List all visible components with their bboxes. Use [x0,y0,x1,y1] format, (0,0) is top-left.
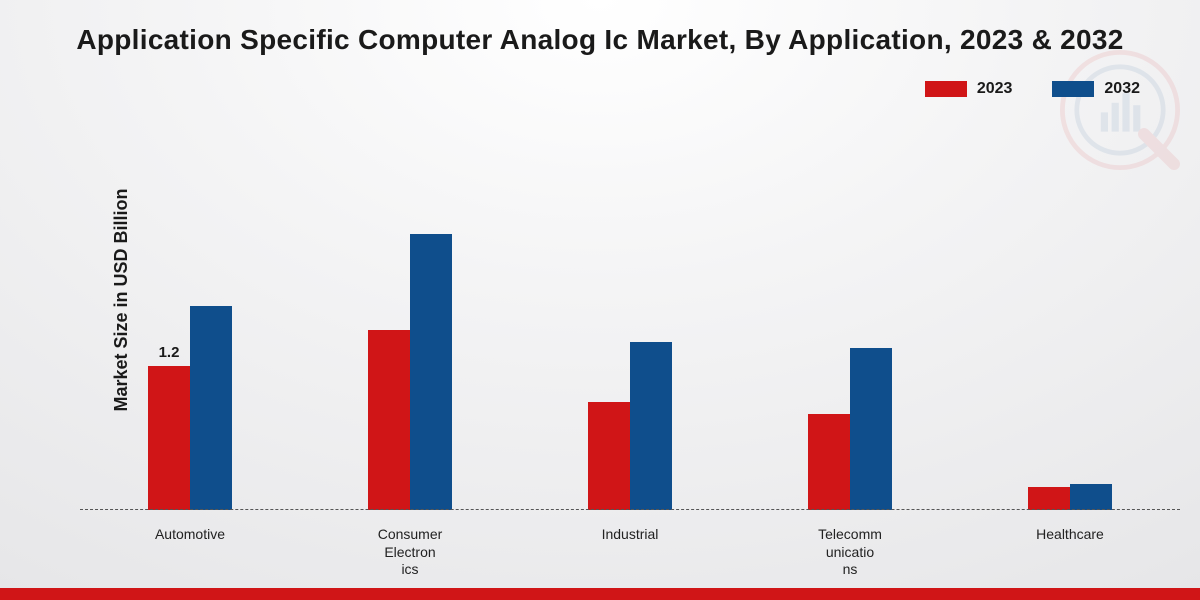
legend-label: 2023 [977,80,1013,98]
x-axis-baseline [80,509,1180,510]
bar [1028,487,1070,510]
legend-swatch-icon [1052,81,1094,97]
bar-value-label: 1.2 [159,344,180,361]
bar-group [751,150,949,510]
bar: 1.2 [148,366,190,510]
bar [850,348,892,510]
x-axis-category-label: Healthcare [971,520,1169,580]
legend-item-2032: 2032 [1052,80,1140,98]
chart-legend: 2023 2032 [925,80,1140,98]
plot-area: 1.2 [80,150,1180,510]
legend-label: 2032 [1104,80,1140,98]
bar [630,342,672,510]
bar-group [531,150,729,510]
x-axis-category-label: Automotive [91,520,289,580]
legend-swatch-icon [925,81,967,97]
bar [1070,484,1112,510]
bar [368,330,410,510]
bar-groups: 1.2 [80,150,1180,510]
bar-group [971,150,1169,510]
x-axis-category-label: ConsumerElectronics [311,520,509,580]
bar [410,234,452,510]
bar [588,402,630,510]
bar-group [311,150,509,510]
footer-bar [0,588,1200,600]
bar [808,414,850,510]
x-axis-category-label: Telecommunications [751,520,949,580]
chart-title: Application Specific Computer Analog Ic … [0,24,1200,56]
bar-group: 1.2 [91,150,289,510]
x-axis-labels: Automotive ConsumerElectronics Industrial T… [80,520,1180,580]
legend-item-2023: 2023 [925,80,1013,98]
x-axis-category-label: Industrial [531,520,729,580]
bar [190,306,232,510]
